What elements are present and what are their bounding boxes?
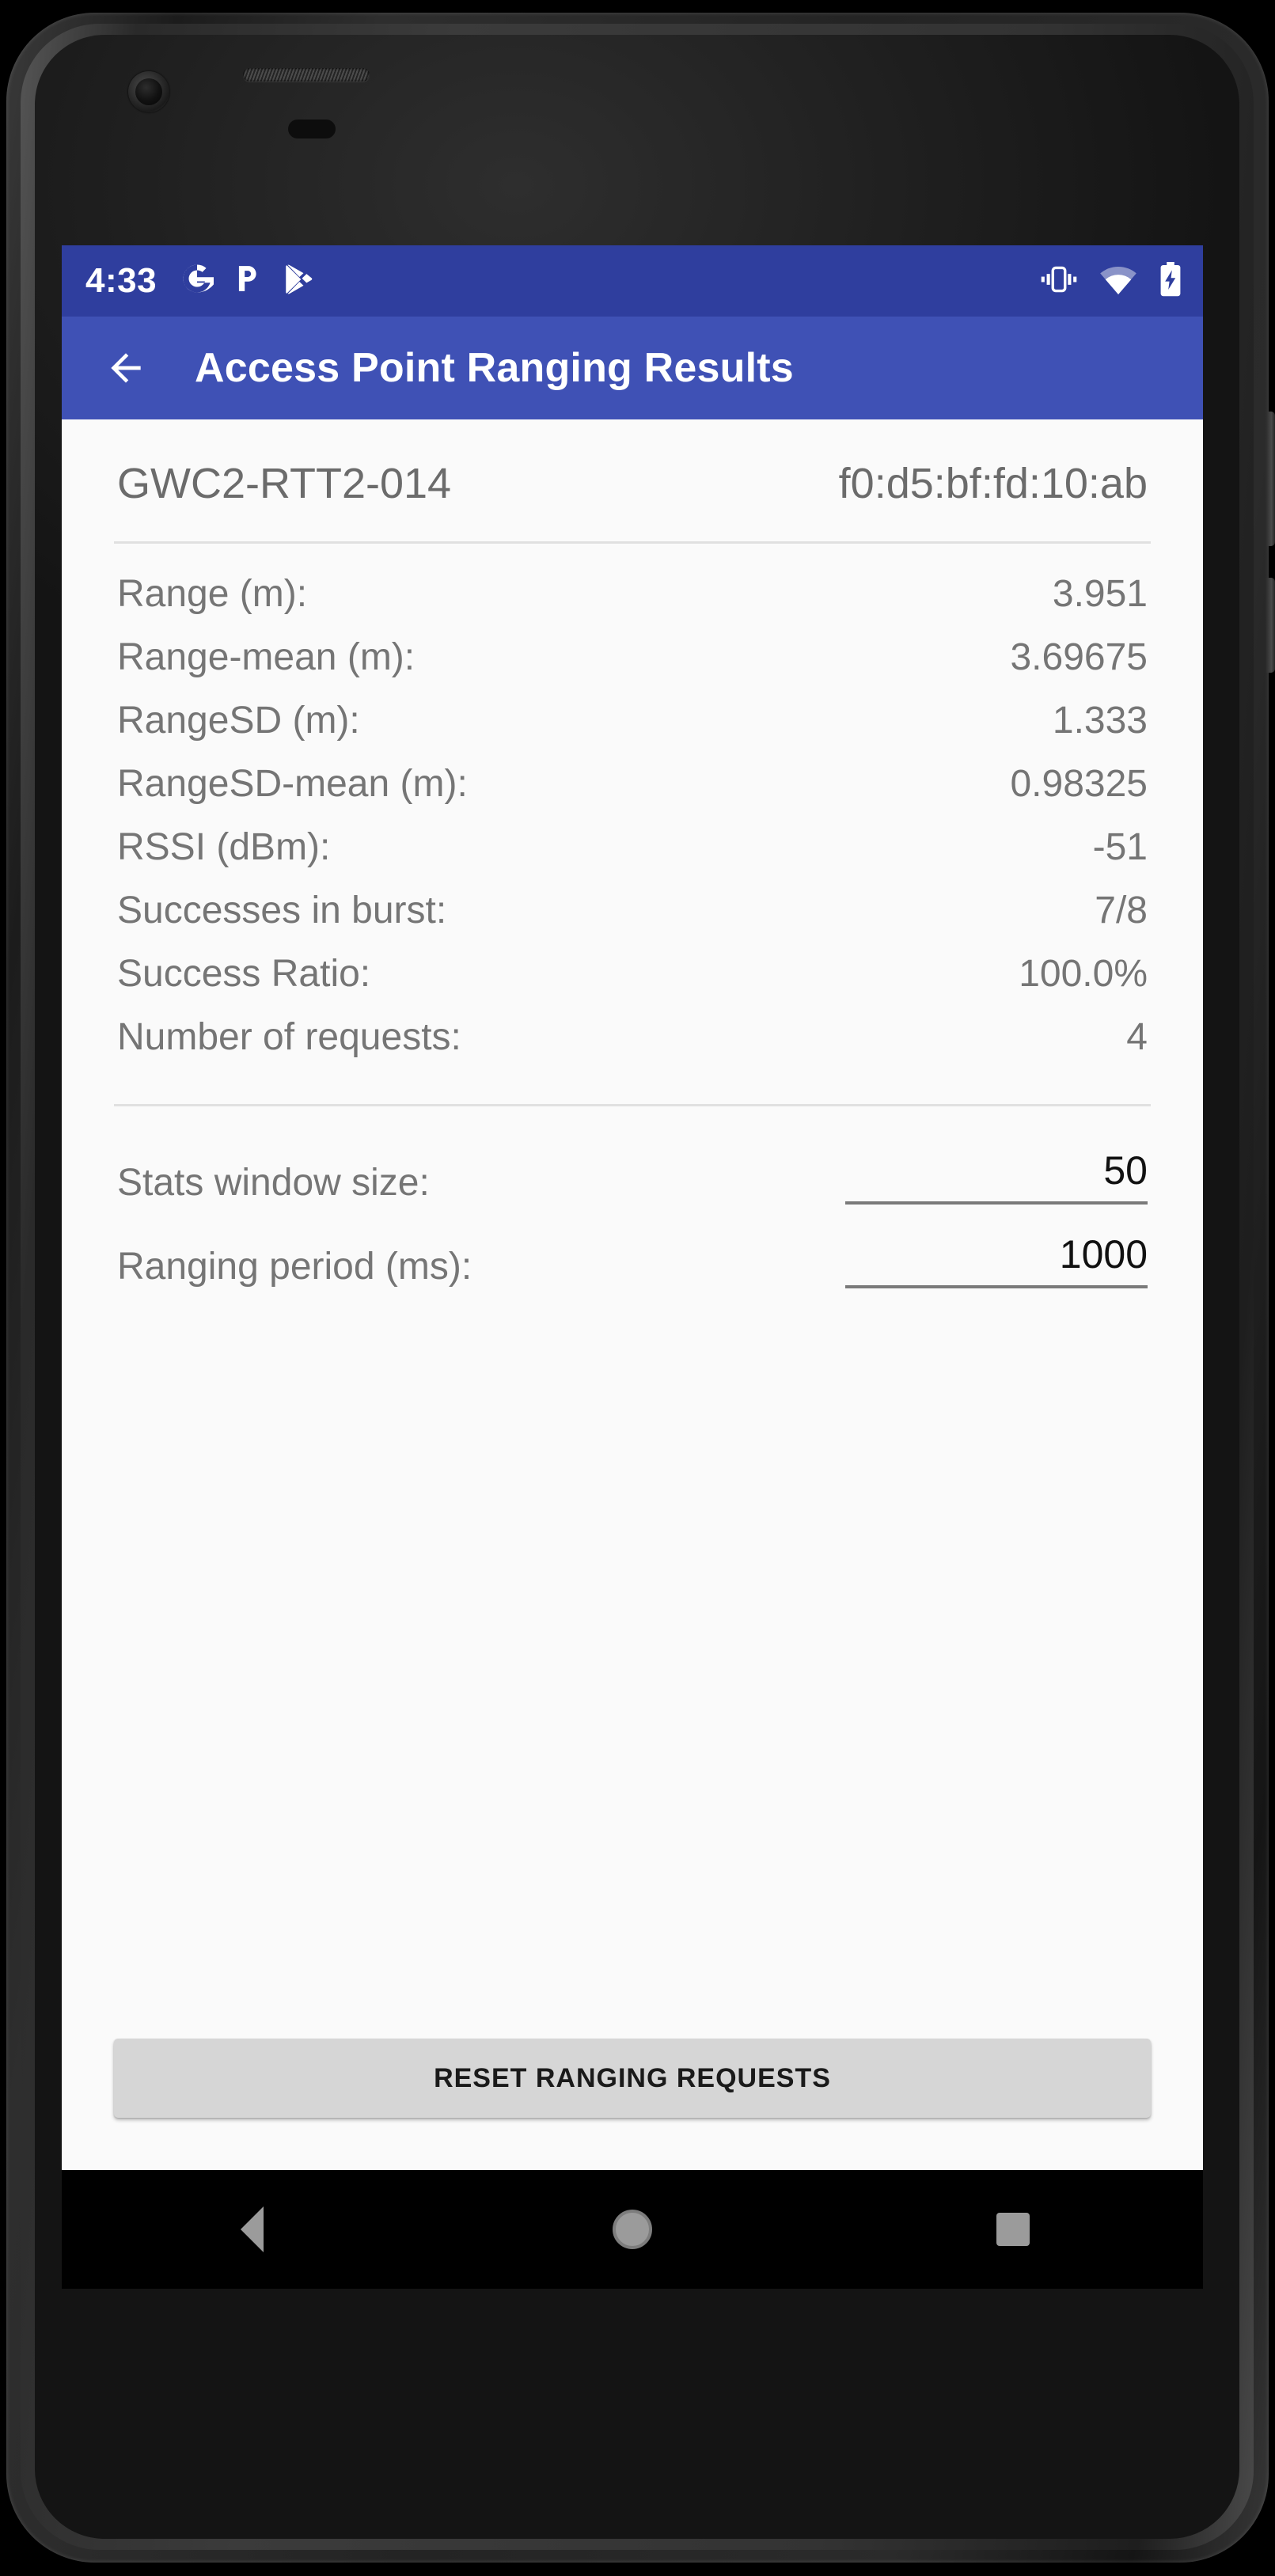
stat-value: -51 — [1092, 826, 1148, 868]
stat-row-range: Range (m): 3.951 — [117, 563, 1148, 626]
nav-back-button[interactable] — [192, 2170, 311, 2289]
status-bar: 4:33 — [62, 245, 1203, 317]
settings-fields: Stats window size: Ranging period (ms): — [114, 1106, 1151, 1288]
stat-label: Successes in burst: — [117, 890, 447, 931]
play-protect-p-icon — [233, 262, 263, 301]
stat-value: 1.333 — [1052, 700, 1148, 742]
nav-recents-button[interactable] — [954, 2170, 1072, 2289]
access-point-mac: f0:d5:bf:fd:10:ab — [838, 460, 1148, 507]
stats-window-size-input[interactable] — [845, 1148, 1148, 1193]
app-bar: Access Point Ranging Results — [62, 317, 1203, 419]
volume-button[interactable] — [1266, 412, 1275, 546]
stat-label: RangeSD (m): — [117, 700, 360, 742]
proximity-sensor-icon — [288, 120, 336, 138]
stat-label: Number of requests: — [117, 1016, 461, 1058]
android-navigation-bar — [62, 2170, 1203, 2289]
back-button[interactable] — [101, 343, 150, 393]
vibrate-icon — [1040, 264, 1078, 299]
power-button[interactable] — [1266, 578, 1275, 673]
header-divider — [114, 541, 1151, 544]
play-store-icon — [282, 262, 315, 301]
reset-button-container: RESET RANGING REQUESTS — [114, 2039, 1151, 2118]
ranging-results-content: GWC2-RTT2-014 f0:d5:bf:fd:10:ab Range (m… — [62, 419, 1203, 2170]
wifi-icon — [1099, 264, 1138, 299]
ranging-period-input[interactable] — [845, 1231, 1148, 1277]
stat-row-rssi: RSSI (dBm): -51 — [117, 816, 1148, 879]
google-g-icon — [180, 262, 217, 301]
access-point-ssid: GWC2-RTT2-014 — [117, 460, 452, 507]
field-row-ranging-period: Ranging period (ms): — [117, 1231, 1148, 1288]
ranging-period-label: Ranging period (ms): — [117, 1246, 472, 1288]
stat-label: Success Ratio: — [117, 953, 371, 995]
stat-value: 0.98325 — [1010, 763, 1148, 805]
page-title: Access Point Ranging Results — [195, 345, 794, 391]
nav-recents-icon — [996, 2213, 1030, 2246]
stats-window-size-label: Stats window size: — [117, 1162, 430, 1204]
stat-label: Range (m): — [117, 573, 308, 615]
stat-row-range-mean: Range-mean (m): 3.69675 — [117, 626, 1148, 689]
stat-value: 3.69675 — [1010, 636, 1148, 678]
arrow-back-icon — [111, 353, 141, 383]
stat-label: Range-mean (m): — [117, 636, 416, 678]
stat-label: RangeSD-mean (m): — [117, 763, 468, 805]
nav-back-icon — [240, 2206, 264, 2252]
stat-row-rangesd-mean: RangeSD-mean (m): 0.98325 — [117, 753, 1148, 816]
stat-row-success-ratio: Success Ratio: 100.0% — [117, 943, 1148, 1006]
settings-divider — [114, 1104, 1151, 1106]
status-bar-notification-icons — [180, 262, 315, 301]
stats-list: Range (m): 3.951 Range-mean (m): 3.69675… — [114, 544, 1151, 1069]
nav-home-button[interactable] — [573, 2170, 692, 2289]
status-bar-system-icons — [1040, 261, 1182, 301]
stat-value: 4 — [1126, 1016, 1148, 1058]
reset-ranging-requests-button[interactable]: RESET RANGING REQUESTS — [114, 2039, 1151, 2118]
stat-label: RSSI (dBm): — [117, 826, 331, 868]
front-camera-icon — [128, 71, 169, 112]
access-point-header: GWC2-RTT2-014 f0:d5:bf:fd:10:ab — [114, 419, 1151, 541]
phone-screen: 4:33 — [62, 245, 1203, 2170]
status-bar-clock: 4:33 — [85, 261, 157, 300]
stat-row-successes-in-burst: Successes in burst: 7/8 — [117, 879, 1148, 943]
earpiece-speaker-icon — [243, 68, 370, 82]
stat-value: 7/8 — [1095, 890, 1148, 931]
stat-row-number-of-requests: Number of requests: 4 — [117, 1006, 1148, 1069]
stat-value: 100.0% — [1019, 953, 1148, 995]
stat-row-rangesd: RangeSD (m): 1.333 — [117, 689, 1148, 753]
nav-home-icon — [612, 2210, 652, 2249]
stats-window-size-field[interactable] — [845, 1148, 1148, 1205]
stat-value: 3.951 — [1052, 573, 1148, 615]
ranging-period-field[interactable] — [845, 1231, 1148, 1288]
field-row-stats-window-size: Stats window size: — [117, 1148, 1148, 1205]
battery-charging-icon — [1159, 261, 1182, 301]
